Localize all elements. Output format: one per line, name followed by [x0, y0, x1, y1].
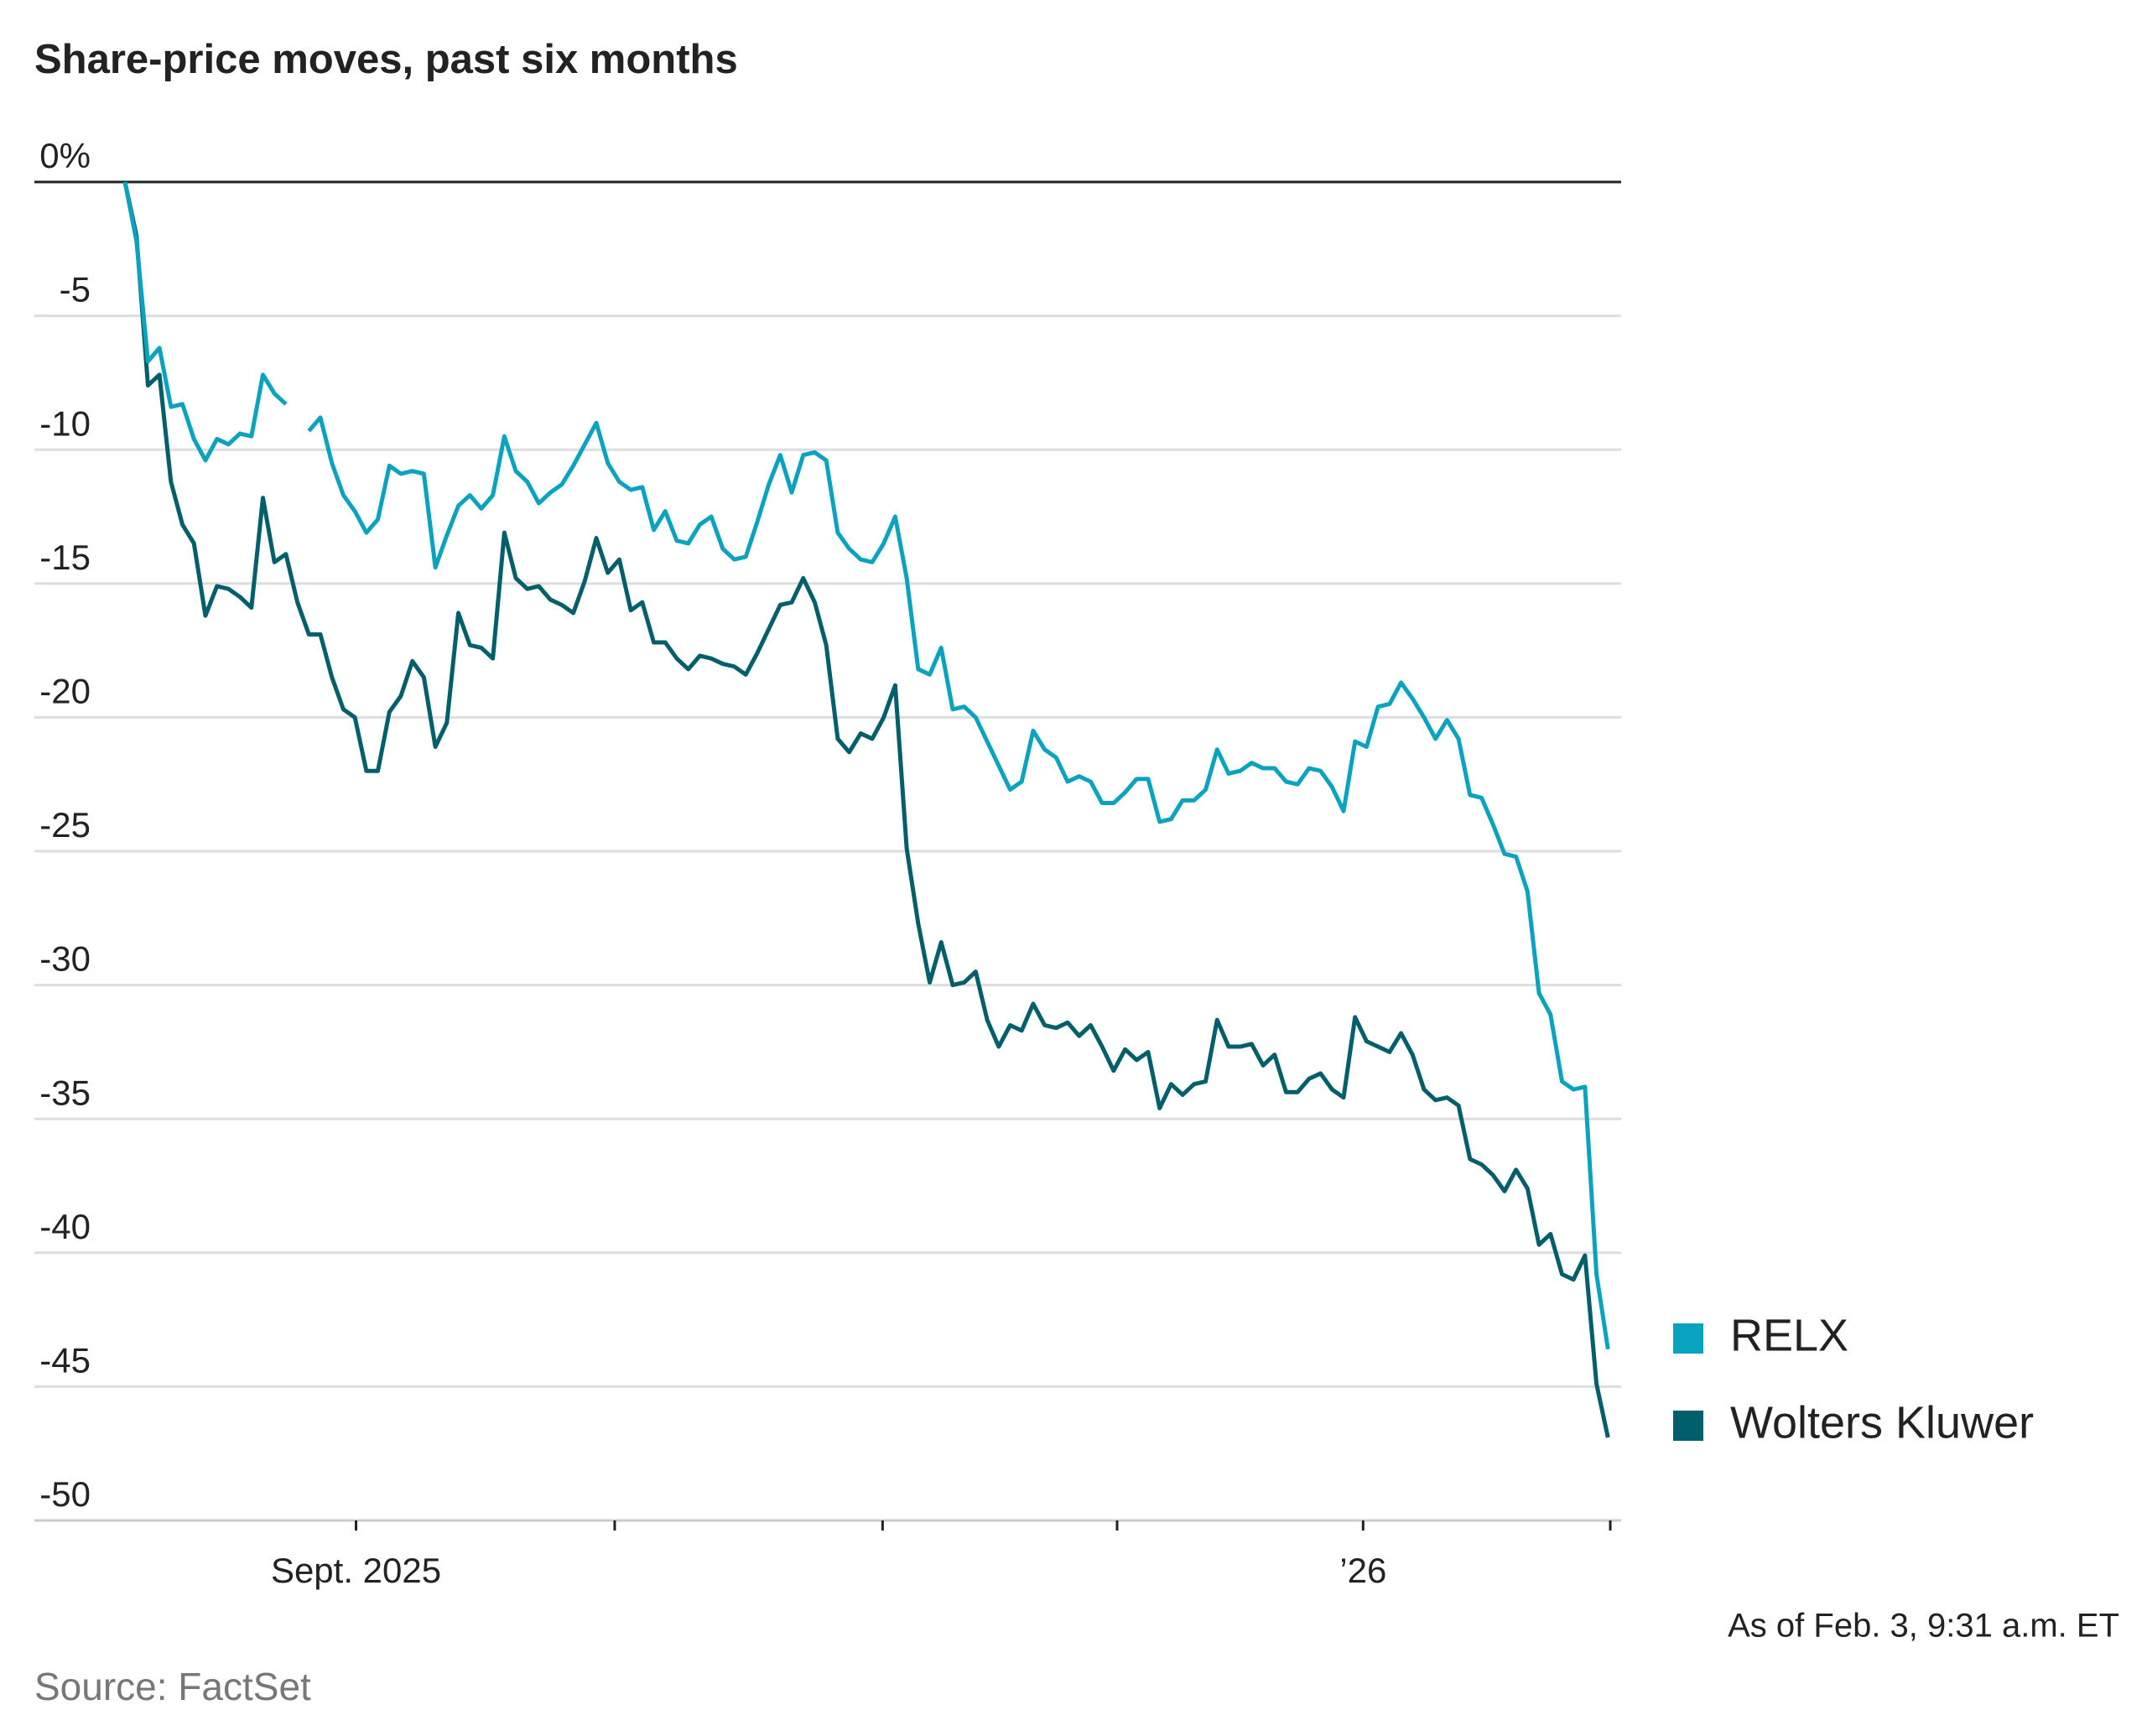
line-series — [122, 181, 1610, 1438]
legend-swatch — [1673, 1323, 1703, 1354]
x-tick-label: Sept. 2025 — [271, 1551, 441, 1590]
x-tick-label: ’26 — [1339, 1551, 1386, 1590]
y-tick-label: -15 — [39, 538, 91, 577]
y-tick-label: -25 — [39, 805, 91, 845]
y-tick-label: -10 — [39, 403, 91, 443]
legend-label: RELX — [1730, 1310, 1848, 1360]
y-tick-label: -40 — [39, 1207, 91, 1246]
chart-title: Share-price moves, past six months — [34, 37, 738, 82]
y-tick-label: 0% — [39, 136, 91, 175]
line-series — [122, 181, 1610, 1350]
source: Source: FactSet — [34, 1665, 311, 1708]
legend-swatch — [1673, 1411, 1703, 1441]
y-tick-label: -30 — [39, 939, 91, 979]
y-tick-label: -50 — [39, 1474, 91, 1514]
y-tick-label: -35 — [39, 1073, 91, 1112]
note: As of Feb. 3, 9:31 a.m. ET — [1728, 1608, 2119, 1645]
y-tick-label: -5 — [60, 270, 91, 309]
legend-label: Wolters Kluwer — [1730, 1397, 2034, 1448]
y-tick-label: -45 — [39, 1340, 91, 1380]
y-tick-label: -20 — [39, 671, 91, 710]
